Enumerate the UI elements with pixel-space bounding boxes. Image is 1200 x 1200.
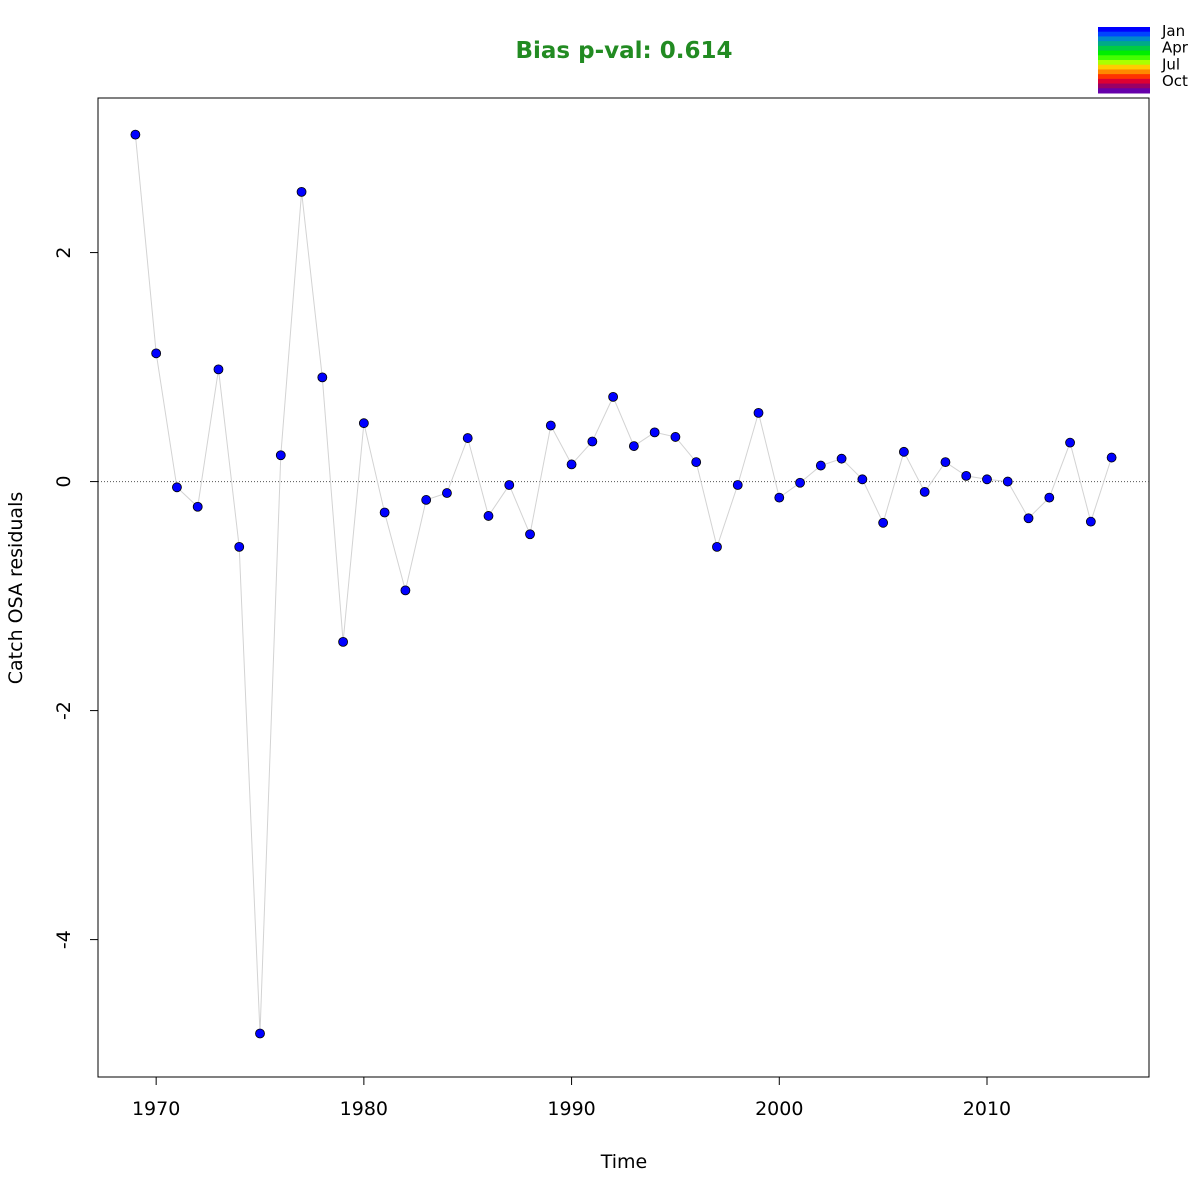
data-point (296, 186, 307, 197)
data-point (587, 436, 598, 447)
data-point (504, 480, 515, 490)
x-tick-label: 1990 (547, 1098, 595, 1120)
legend-swatch (1098, 27, 1150, 33)
x-axis: 1970 1980 1990 2000 2010 (132, 1076, 1011, 1120)
data-point (462, 433, 473, 443)
data-point (130, 129, 141, 140)
data-point (566, 459, 577, 470)
data-point (732, 480, 743, 490)
y-tick-label: -4 (53, 930, 75, 949)
data-point (317, 372, 328, 383)
data-point (628, 441, 639, 451)
y-tick-label: 0 (53, 476, 75, 488)
data-point (379, 507, 390, 518)
legend-swatch (1098, 74, 1150, 80)
data-point (899, 446, 909, 457)
legend-label: Apr (1162, 39, 1189, 57)
legend-swatch (1098, 60, 1150, 66)
legend-swatch (1098, 78, 1150, 85)
data-point (878, 517, 889, 528)
data-point (691, 457, 702, 468)
data-point (192, 501, 203, 512)
data-point (234, 541, 245, 552)
x-tick-label: 2010 (963, 1098, 1011, 1120)
x-tick-label: 1970 (132, 1098, 180, 1120)
data-point (151, 348, 162, 359)
legend-label: Oct (1162, 72, 1188, 90)
legend-swatch (1098, 50, 1150, 56)
data-point (857, 474, 868, 485)
data-point (400, 585, 411, 596)
y-axis: -4 -2 0 2 (53, 247, 99, 949)
data-point (1106, 452, 1117, 463)
data-point (649, 427, 660, 438)
y-tick-label: 2 (53, 247, 75, 259)
data-point (1044, 492, 1055, 503)
data-point (358, 418, 369, 429)
legend-swatch (1098, 88, 1150, 94)
legend-label: Jul (1161, 55, 1180, 73)
chart-title: Bias p-val: 0.614 (516, 38, 733, 64)
data-point (919, 486, 930, 497)
legend-swatch (1098, 41, 1150, 47)
legend-swatch (1098, 64, 1150, 70)
data-point (836, 453, 847, 464)
data-point (545, 420, 556, 431)
data-point (255, 1028, 265, 1039)
data-point (670, 432, 681, 442)
series-line (134, 134, 1113, 1034)
legend-swatch (1098, 83, 1150, 89)
data-point (753, 407, 764, 418)
legend-label: Jan (1161, 22, 1185, 40)
data-point (712, 541, 722, 552)
data-point (442, 488, 452, 498)
data-point (795, 477, 805, 488)
data-point (608, 391, 619, 402)
x-tick-label: 2000 (755, 1098, 803, 1120)
data-point (525, 529, 535, 540)
legend-swatch (1098, 69, 1150, 75)
data-points (130, 129, 1117, 1039)
data-point (1023, 513, 1034, 524)
data-point (940, 457, 951, 468)
data-point (961, 470, 972, 481)
data-point (275, 450, 286, 461)
data-point (421, 495, 432, 505)
data-point (1065, 437, 1075, 448)
legend-swatch (1098, 31, 1150, 37)
legend-swatch (1098, 55, 1150, 61)
data-point (483, 511, 494, 521)
legend-swatch (1098, 36, 1150, 42)
data-point (338, 636, 348, 647)
data-point (1002, 476, 1013, 487)
y-axis-label: Catch OSA residuals (5, 492, 27, 684)
y-tick-label: -2 (53, 701, 75, 720)
legend-color-bar (1098, 27, 1150, 94)
data-point (774, 492, 785, 503)
x-tick-label: 1980 (340, 1098, 388, 1120)
data-point (213, 364, 224, 375)
legend-swatch (1098, 45, 1150, 52)
data-point (172, 482, 182, 493)
data-point (982, 474, 992, 485)
x-axis-label: Time (600, 1151, 648, 1173)
data-point (815, 460, 826, 471)
data-point (1085, 516, 1096, 527)
